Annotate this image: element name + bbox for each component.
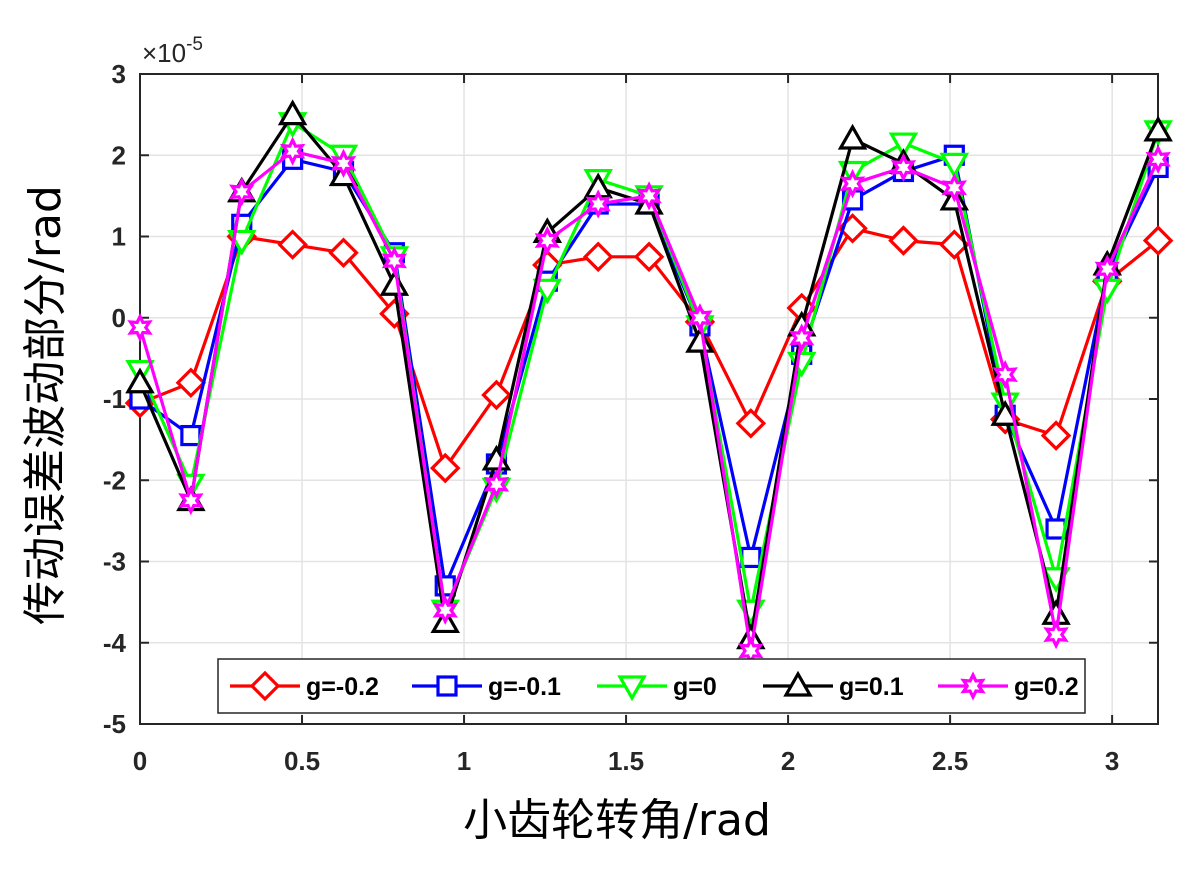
y-tick-label: 3 [112,59,126,89]
data-point [685,326,715,353]
data-point [941,173,968,203]
legend-label: g=-0.2 [306,673,379,701]
data-point [483,469,510,499]
legend-label: g=-0.1 [488,673,561,701]
legend-marker [436,675,458,697]
data-point [992,359,1018,390]
y-tick-label: -2 [103,465,126,495]
data-point [788,323,815,353]
legend-item: g=-0.1 [412,673,561,701]
data-point [277,229,308,260]
y-tick-label: 0 [112,303,126,333]
legend-item: g=0.1 [763,670,904,701]
x-tick-label: 2.5 [932,746,968,776]
data-point [127,312,153,343]
legend-marker [249,670,281,702]
y-tick-label: -5 [103,709,126,739]
data-point [839,169,866,199]
data-point [125,367,155,394]
data-point [180,424,202,447]
data-point [888,132,919,159]
legend-marker [617,675,647,702]
legend: g=-0.2 g=-0.1 g=0 g=0.1 g=0.2 [217,658,1086,714]
data-point [481,379,512,411]
data-point [837,123,868,150]
data-point [432,595,458,625]
data-point [582,241,614,273]
y-axis-title: 传动误差波动部分/rad [20,185,71,625]
data-point [229,177,255,207]
legend-label: g=0.2 [1014,673,1079,701]
data-point [175,367,207,399]
data-point [381,246,408,276]
y-tick-label: 2 [112,140,126,170]
data-point [1145,144,1171,174]
data-point [277,99,308,126]
series-g=0.2 [127,136,1171,666]
x-tick-label: 0.5 [284,746,320,776]
data-point [1040,420,1072,451]
data-point [585,189,611,219]
data-point [178,485,204,516]
x-tick-label: 3 [1105,746,1119,776]
x-tick-label: 2 [781,746,795,776]
y-tick-label: -3 [103,547,126,577]
data-point [633,241,665,273]
tick-labels: 0 0.5 1 1.5 2 2.5 3 3 2 1 0 -1 -2 -3 -4 -5 [103,59,1119,776]
data-point [890,152,917,183]
data-point [429,452,461,484]
legend-label: g=0 [673,673,717,701]
legend-item: g=0.2 [938,671,1079,701]
y-tick-label: -4 [103,628,127,658]
x-tick-label: 0 [133,746,147,776]
data-point [1142,225,1174,256]
legend-item: g=-0.2 [230,670,379,702]
data-point [534,225,561,256]
data-point [1043,619,1069,650]
data-point [330,148,357,179]
data-point [888,225,919,256]
data-point [990,400,1020,426]
legend-item: g=0 [597,673,717,702]
x-tick-label: 1.5 [608,746,644,776]
y-tick-label: 1 [112,222,126,252]
legend-label: g=0.1 [839,673,904,701]
y-exponent-power: -5 [186,34,203,55]
data-point [939,152,970,179]
data-point [636,181,662,211]
data-point [1094,254,1120,284]
data-point [740,546,762,569]
data-point [1143,115,1173,142]
y-tick-label: -1 [103,384,126,414]
data-point [379,270,410,296]
data-point [687,303,713,333]
legend-marker [960,671,986,701]
x-tick-label: 1 [457,746,471,776]
data-point [735,408,767,439]
data-point [328,237,359,269]
data-point [279,136,306,166]
x-axis-title: 小齿轮转角/rad [463,795,771,846]
y-exponent-label: ×10-5 [142,34,203,68]
y-exponent-base: ×10 [142,38,186,68]
legend-marker [783,670,813,697]
data-point [532,278,563,305]
series-group [124,99,1174,666]
